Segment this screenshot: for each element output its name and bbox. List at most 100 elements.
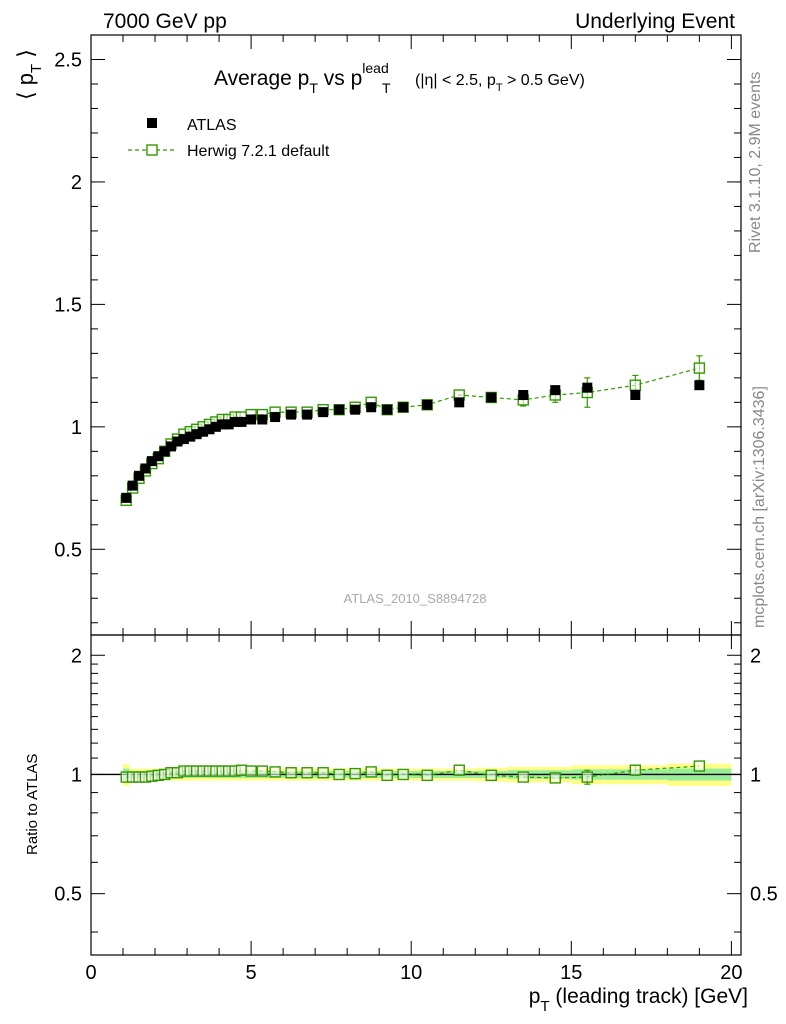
herwig-ratio-marker — [453, 764, 465, 776]
atlas-marker — [518, 390, 529, 400]
atlas-marker — [230, 416, 241, 427]
herwig-ratio-marker — [517, 771, 529, 783]
atlas-marker — [382, 404, 393, 415]
atlas-marker — [153, 451, 164, 462]
atlas-marker — [422, 399, 433, 410]
title-cut2: > 0.5 GeV) — [503, 72, 585, 89]
atlas-marker — [270, 412, 281, 423]
legend-herwig-label: Herwig 7.2.1 default — [187, 143, 330, 160]
ratio-y-label: Ratio to ATLAS — [24, 754, 41, 855]
herwig-ratio-marker — [397, 768, 409, 781]
x-tick-label: 10 — [400, 962, 422, 984]
main-y-label: ⟨ pT ⟩ — [13, 49, 45, 100]
ratio-panel: 0.5 0.5 1 1 2 2 0 5 10 15 20 Ratio to ATLAS pT (l… — [24, 634, 778, 1015]
atlas-marker — [257, 414, 268, 425]
atlas-marker — [185, 431, 196, 442]
x-tick-label: 0 — [85, 962, 96, 984]
atlas-marker — [350, 404, 361, 415]
rivet-label: Rivet 3.1.10, 2.9M events — [747, 72, 764, 253]
legend-herwig-marker — [146, 144, 158, 156]
main-y-label-sub: T — [28, 64, 45, 73]
herwig-ratio-marker — [421, 769, 433, 782]
herwig-ratio-marker — [381, 769, 393, 782]
title-avg: Average p — [214, 67, 309, 90]
main-y-tick-label: 0.5 — [54, 539, 82, 561]
atlas-marker — [302, 409, 313, 420]
herwig-ratio-marker — [317, 767, 329, 779]
herwig-series-ratio — [120, 760, 706, 785]
atlas-marker — [286, 409, 297, 420]
atlas-marker — [172, 436, 183, 447]
herwig-ratio-marker — [365, 766, 377, 778]
atlas-marker — [454, 397, 465, 408]
title-avg-sub: T — [309, 80, 318, 96]
atlas-marker — [121, 492, 132, 503]
title-cut-sub: T — [496, 82, 503, 94]
atlas-marker — [210, 421, 221, 432]
atlas-marker — [146, 456, 157, 467]
main-y-tick-label: 1.5 — [54, 294, 82, 316]
atlas-marker — [398, 402, 409, 413]
header-right: Underlying Event — [575, 10, 735, 33]
ratio-y-tick-label: 2 — [71, 645, 82, 667]
legend: ATLAS Herwig 7.2.1 default — [128, 117, 330, 160]
main-y-label-open: ⟨ p — [13, 73, 38, 100]
main-title: Average pT vs plead T — [214, 60, 391, 96]
x-axis-label-sub: T — [540, 998, 549, 1015]
legend-atlas-marker — [147, 118, 157, 128]
herwig-ratio-marker — [693, 760, 706, 772]
header-left: 7000 GeV pp — [103, 10, 227, 33]
x-axis-label-p: p — [529, 985, 541, 1008]
atlas-marker — [630, 390, 641, 400]
mcplots-label: mcplots.cern.ch [arXiv:1306.3436] — [751, 386, 768, 628]
atlas-series — [121, 380, 705, 503]
herwig-ratio-marker — [549, 772, 561, 784]
atlas-marker — [159, 446, 170, 457]
title-lead-sup: lead — [362, 60, 388, 76]
legend-atlas-label: ATLAS — [187, 117, 237, 134]
main-y-label-close: ⟩ — [13, 49, 38, 64]
analysis-id: ATLAS_2010_S8894728 — [344, 591, 487, 606]
title-vs: vs p — [318, 67, 362, 90]
herwig-ratio-marker — [301, 767, 313, 779]
herwig-ratio-marker — [581, 771, 594, 783]
atlas-marker — [694, 380, 705, 391]
herwig-ratio-marker — [629, 764, 642, 776]
atlas-marker — [198, 426, 209, 437]
atlas-marker — [140, 463, 151, 474]
ratio-ticks — [90, 635, 741, 955]
title-lead-sub: T — [382, 80, 391, 96]
ratio-y-tick-label-right: 2 — [750, 645, 761, 667]
atlas-marker — [178, 434, 189, 445]
herwig-ratio-marker — [349, 767, 361, 780]
atlas-marker — [582, 382, 593, 393]
herwig-main-marker — [629, 379, 642, 391]
atlas-marker — [204, 424, 215, 435]
herwig-ratio-marker — [485, 769, 497, 782]
atlas-marker — [134, 470, 145, 481]
atlas-marker — [486, 392, 497, 403]
x-tick-label: 5 — [246, 962, 257, 984]
main-y-tick-labels: 0.5 1 1.5 2 2.5 — [54, 49, 82, 561]
x-tick-label: 20 — [720, 962, 742, 984]
main-panel: 0.511.522.5 Average pT vs plead T (|η| < … — [13, 34, 742, 636]
herwig-ratio-marker — [333, 768, 345, 781]
main-ticks — [90, 34, 741, 635]
atlas-marker — [246, 414, 257, 425]
ratio-y-tick-label-right: 0.5 — [750, 884, 778, 906]
x-axis-label: pT (leading track) [GeV] — [529, 985, 748, 1015]
main-y-tick-label: 2.5 — [54, 49, 82, 71]
ratio-y-tick-label-right: 1 — [750, 764, 761, 786]
main-y-tick-label: 1 — [71, 417, 82, 439]
title-cuts: (|η| < 2.5, pT > 0.5 GeV) — [415, 72, 585, 94]
herwig-ratio-marker — [245, 765, 257, 777]
atlas-marker — [366, 402, 377, 413]
x-axis-label-rest: (leading track) [GeV] — [550, 985, 748, 1008]
herwig-ratio-marker — [235, 764, 248, 776]
atlas-marker — [236, 416, 247, 427]
atlas-marker — [318, 407, 329, 418]
atlas-marker — [550, 385, 561, 396]
atlas-marker — [217, 419, 228, 430]
main-y-tick-label: 2 — [71, 172, 82, 194]
